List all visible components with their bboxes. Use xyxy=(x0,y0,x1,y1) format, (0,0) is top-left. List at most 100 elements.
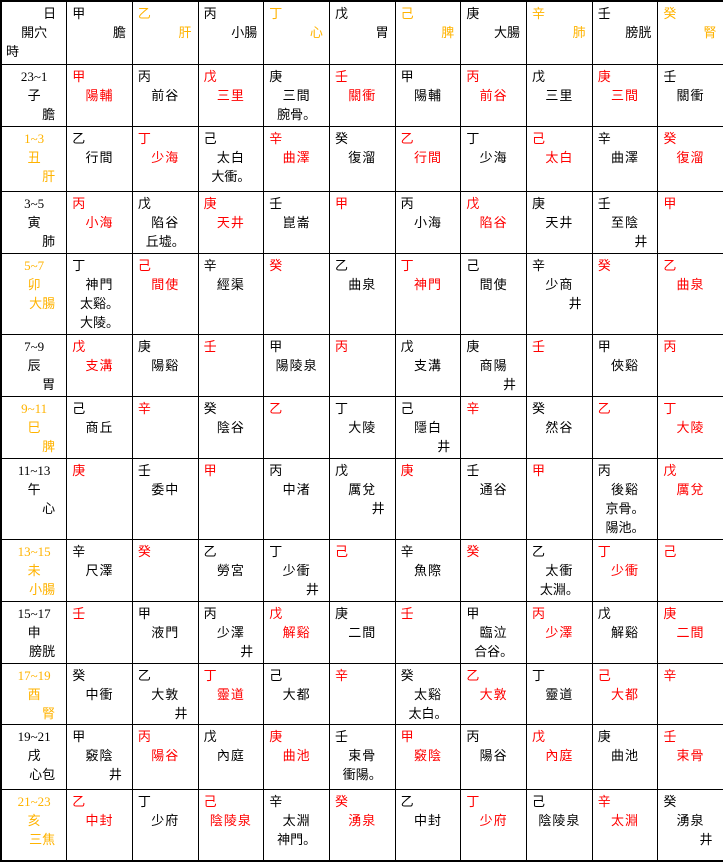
header-cell-1: 甲膽 xyxy=(66,0,133,65)
acupoint-label: 太淵 xyxy=(282,812,311,828)
earth-branch-label: 辰 xyxy=(27,357,41,373)
point-cell-box: 辛曲澤 xyxy=(265,127,329,168)
acupoint-label: 陽谷 xyxy=(479,747,508,763)
point-cell: 丁大陵 xyxy=(657,395,723,459)
point-cell-box: 戊三里 xyxy=(527,65,591,106)
point-cell-box: 辛 xyxy=(330,664,394,686)
point-cell: 丁少府 xyxy=(460,788,527,862)
organ-label: 小腸 xyxy=(231,25,258,40)
point-cell-box: 甲陽陵泉 xyxy=(265,335,329,376)
point-cell: 丙後谿 京骨。 陽池。 xyxy=(591,457,659,540)
acupoint-label: 大敦 xyxy=(479,686,508,702)
point-cell: 乙 xyxy=(263,395,330,459)
day-stem-label: 丙 xyxy=(203,6,217,21)
point-cell-box: 乙 xyxy=(265,397,329,419)
organ-label: 膀胱 xyxy=(625,25,652,40)
hour-label-cell: 23~1 子膽 xyxy=(0,63,68,127)
cell-stem-label: 辛 xyxy=(269,793,283,809)
hour-organ-label: 腎 xyxy=(42,705,56,721)
point-cell: 癸陰谷 xyxy=(197,395,265,459)
day-stem-label: 癸 xyxy=(663,6,677,21)
day-stem-label: 壬 xyxy=(597,6,611,21)
point-cell: 庚 xyxy=(394,457,462,540)
organ-label: 肺 xyxy=(572,25,586,40)
point-cell-box: 庚二間 xyxy=(330,602,394,643)
acupoint-extra-label: 腕骨。 xyxy=(277,106,317,122)
point-cell: 乙行間 xyxy=(394,125,462,192)
cell-stem-label: 癸 xyxy=(334,793,348,809)
point-cell: 壬委中 xyxy=(131,457,199,540)
point-cell: 壬 xyxy=(66,600,133,664)
cell-stem-label: 辛 xyxy=(72,543,86,559)
point-cell: 甲陽輔 xyxy=(66,63,133,127)
point-cell-box: 戊三里 xyxy=(199,65,263,106)
point-cell-box: 壬崑崙 xyxy=(265,192,329,233)
acupoint-label: 內庭 xyxy=(216,747,245,763)
point-cell: 癸復溜 xyxy=(657,125,723,192)
point-cell: 壬束骨 衝陽。 xyxy=(328,723,396,790)
cell-stem-label: 戊 xyxy=(137,195,151,211)
point-cell: 戊三里 xyxy=(526,63,593,127)
cell-stem-label: 己 xyxy=(203,793,217,809)
point-cell: 壬至陰井 xyxy=(591,190,659,254)
cell-stem-label: 丁 xyxy=(269,543,283,559)
day-stem-label: 丁 xyxy=(269,6,283,21)
acupoint-label: 陷谷 xyxy=(479,214,508,230)
point-cell: 甲陽輔 xyxy=(394,63,462,127)
acupoint-label: 陽輔 xyxy=(413,87,442,103)
cell-stem-label: 丙 xyxy=(400,195,414,211)
cell-stem-label: 庚 xyxy=(466,338,480,354)
cell-stem-label: 甲 xyxy=(72,68,86,84)
point-cell: 庚 xyxy=(66,457,133,540)
acupoint-extra-label: 衝陽。 xyxy=(342,766,382,782)
point-cell: 癸湧泉 xyxy=(328,788,396,862)
cell-stem-label: 乙 xyxy=(72,793,86,809)
point-cell-box: 甲竅陰井 xyxy=(68,725,132,785)
point-cell: 辛太淵 xyxy=(591,788,659,862)
header-cell-5: 戊胃 xyxy=(328,0,396,65)
cell-stem-label: 庚 xyxy=(269,728,283,744)
acupoint-label: 竅陰 xyxy=(413,747,442,763)
point-cell: 乙勞宮 xyxy=(197,538,265,602)
acupoint-label: 少澤 xyxy=(216,624,245,640)
point-cell-box: 丁大陵 xyxy=(330,397,394,438)
cell-stem-label: 丁 xyxy=(466,793,480,809)
table-row-卯: 5~7 卯大腸丁神門 太谿。 大陵。己間使辛經渠癸乙曲泉丁神門己間使辛少商井癸乙曲泉 xyxy=(0,252,723,335)
acupoint-label: 束骨 xyxy=(348,747,377,763)
point-cell: 辛 xyxy=(131,395,199,459)
hour-organ-label: 肺 xyxy=(42,233,56,249)
acupoint-label: 中衝 xyxy=(85,686,114,702)
cell-stem-label: 丙 xyxy=(334,338,348,354)
point-cell-box: 癸 xyxy=(593,254,657,276)
acupoint-label: 液門 xyxy=(151,624,180,640)
cell-stem-label: 乙 xyxy=(663,257,677,273)
acupoint-label: 關衝 xyxy=(676,87,705,103)
cell-stem-label: 丙 xyxy=(532,605,546,621)
header-cell-box: 丁心 xyxy=(265,2,329,43)
point-cell-box: 丁少府 xyxy=(133,790,197,831)
acupoint-label: 陰陵泉 xyxy=(538,812,581,828)
hour-label-box: 19~21 戌心包 xyxy=(2,725,66,785)
point-cell-box: 乙中封 xyxy=(68,790,132,831)
acupoint-label: 湧泉 xyxy=(676,812,705,828)
cell-stem-label: 乙 xyxy=(137,667,151,683)
cell-stem-label: 乙 xyxy=(269,400,283,416)
cell-stem-label: 癸 xyxy=(532,400,546,416)
acupoint-label: 束骨 xyxy=(676,747,705,763)
hour-organ-label: 心 xyxy=(42,500,56,516)
cell-stem-label: 甲 xyxy=(663,195,677,211)
point-cell: 甲臨泣 合谷。 xyxy=(460,600,527,664)
point-cell: 甲 xyxy=(526,457,593,540)
point-cell: 壬 xyxy=(197,333,265,397)
corner-hour-label: 時 xyxy=(6,44,20,59)
table-row-亥: 21~23 亥三焦乙中封丁少府己陰陵泉辛太淵 神門。癸湧泉乙中封丁少府己陰陵泉辛太淵… xyxy=(0,788,723,862)
point-cell: 乙曲泉 xyxy=(657,252,723,335)
earth-branch-label: 申 xyxy=(27,624,41,640)
point-cell: 乙太衝 太淵。 xyxy=(526,538,593,602)
point-cell: 甲 xyxy=(197,457,265,540)
point-cell-box: 戊內庭 xyxy=(527,725,591,766)
point-cell: 癸然谷 xyxy=(526,395,593,459)
cell-stem-label: 甲 xyxy=(269,338,283,354)
point-cell-box: 丙小海 xyxy=(396,192,460,233)
well-point-label: 井 xyxy=(699,831,713,847)
